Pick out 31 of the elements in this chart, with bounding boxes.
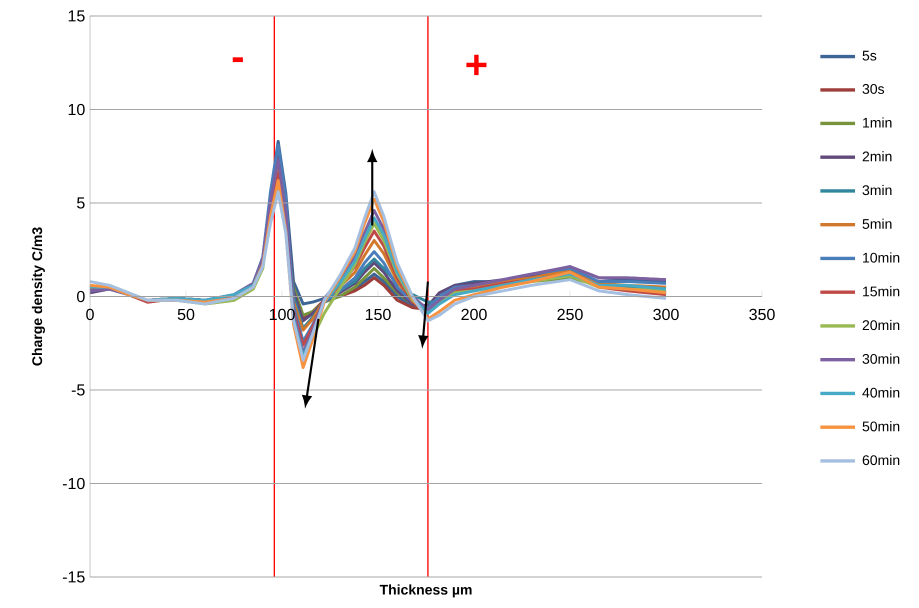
x-tick-label: 250 bbox=[557, 308, 583, 320]
annotation: - bbox=[232, 57, 243, 62]
legend-label: 5s bbox=[862, 50, 876, 61]
legend-label: 15min bbox=[863, 286, 900, 296]
x-tick-label: 200 bbox=[461, 308, 487, 320]
legend-label: 30min bbox=[862, 354, 900, 364]
y-axis-title: Charge density C/m3 bbox=[32, 227, 45, 366]
y-tick-label: 0 bbox=[77, 290, 85, 302]
legend-label: 40min bbox=[862, 387, 900, 398]
y-tick-label: 5 bbox=[77, 197, 85, 209]
x-tick-label: 150 bbox=[366, 308, 391, 320]
y-tick-label: -15 bbox=[62, 571, 85, 583]
x-tick-label: 0 bbox=[86, 308, 94, 320]
x-tick-label: 300 bbox=[653, 308, 679, 320]
legend-label: 3min bbox=[862, 184, 892, 196]
y-tick-label: -5 bbox=[72, 384, 85, 396]
legend-label: 1min bbox=[863, 117, 892, 128]
legend-label: 60min bbox=[862, 454, 900, 466]
legend-label: 30s bbox=[862, 84, 884, 94]
y-tick-label: 10 bbox=[68, 104, 85, 116]
x-tick-label: 350 bbox=[749, 308, 775, 320]
legend-label: 5min bbox=[862, 218, 892, 229]
legend-label: 2min bbox=[862, 151, 892, 162]
y-tick-label: -10 bbox=[62, 478, 85, 490]
legend-label: 20min bbox=[862, 320, 900, 330]
x-axis-title: Thickness µm bbox=[380, 584, 472, 598]
y-tick-label: 15 bbox=[68, 10, 85, 22]
annotation: + bbox=[466, 54, 486, 76]
x-tick-label: 50 bbox=[178, 308, 194, 320]
legend-label: 50min bbox=[862, 421, 900, 432]
legend-label: 10min bbox=[863, 252, 900, 263]
